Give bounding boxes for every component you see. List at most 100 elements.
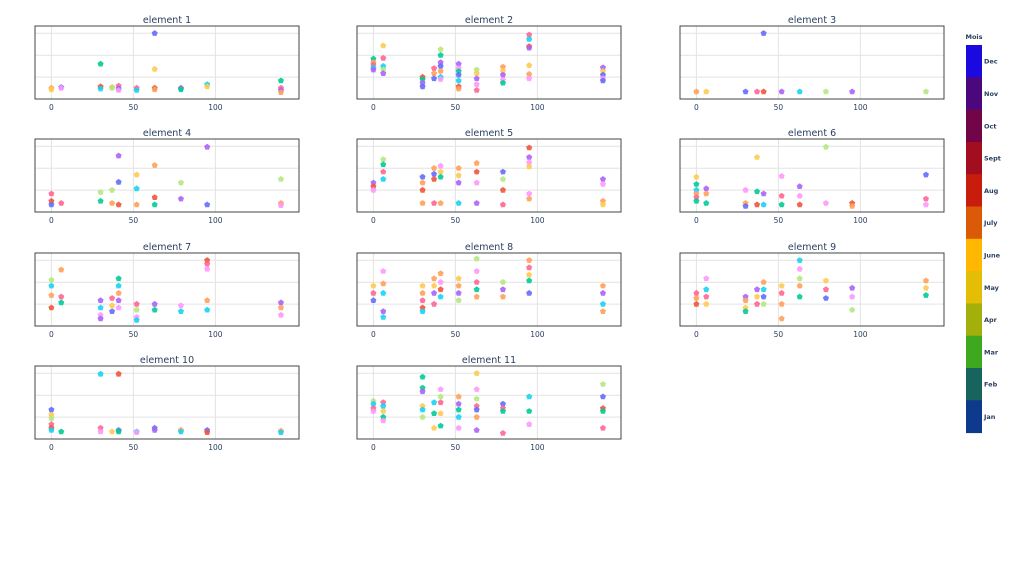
data-point [151, 306, 158, 313]
data-point [822, 200, 829, 206]
data-point [151, 30, 158, 36]
data-point [599, 424, 606, 431]
data-point [151, 201, 158, 208]
data-point [742, 308, 749, 314]
data-point [109, 186, 116, 193]
plot-area [35, 26, 299, 99]
colorbar-label: June [983, 251, 1001, 259]
data-point [437, 76, 444, 82]
x-tick-label: 50 [774, 216, 784, 225]
colorbar-title: Mois [965, 33, 982, 41]
data-point [599, 282, 606, 289]
data-point [455, 275, 462, 282]
data-point [115, 428, 122, 435]
data-point [703, 293, 710, 300]
panel-11: 0 50 100 element 11 [356, 355, 622, 452]
data-point [151, 427, 158, 433]
data-point [778, 88, 785, 95]
plot-area [35, 253, 299, 326]
data-point [703, 88, 710, 95]
data-point [499, 400, 506, 407]
data-point [177, 86, 184, 93]
data-point [693, 173, 700, 180]
x-tick-label: 50 [451, 216, 461, 225]
panel-title: element 5 [465, 128, 513, 139]
data-point [380, 413, 387, 420]
data-point [473, 179, 480, 186]
x-tick-label: 50 [774, 103, 784, 112]
data-point [473, 279, 480, 285]
data-point [693, 194, 700, 200]
data-point [115, 282, 122, 289]
data-point [526, 190, 533, 197]
data-point [277, 429, 284, 435]
data-point [431, 300, 438, 307]
data-point [133, 306, 140, 313]
data-point [177, 308, 184, 314]
data-point [849, 88, 856, 95]
data-point [473, 268, 480, 274]
plot-frame [34, 365, 300, 440]
data-point [97, 304, 104, 311]
x-tick-label: 50 [451, 443, 461, 452]
data-point [455, 282, 462, 289]
data-point [370, 183, 377, 189]
data-point [473, 293, 480, 300]
x-tick-label: 0 [49, 103, 54, 112]
data-point [277, 176, 284, 182]
data-point [599, 393, 606, 400]
data-point [431, 399, 438, 406]
data-point [778, 173, 785, 179]
data-point [109, 295, 116, 301]
data-point [370, 289, 377, 296]
data-point [48, 411, 55, 418]
data-point [499, 286, 506, 293]
data-point [599, 77, 606, 84]
data-point [151, 162, 158, 168]
data-point [599, 197, 606, 204]
data-point [204, 429, 211, 435]
colorbar-label: May [984, 284, 1000, 292]
data-point [473, 75, 480, 82]
data-point [115, 289, 122, 296]
panel-1: 0 50 100 element 1 [34, 15, 300, 112]
data-point [109, 308, 116, 314]
data-point [822, 277, 829, 284]
data-point [204, 306, 211, 313]
data-point [419, 282, 426, 289]
data-point [419, 76, 426, 82]
data-point [822, 88, 829, 95]
data-point [431, 200, 438, 206]
plot-frame [679, 25, 945, 100]
data-point [754, 201, 761, 208]
data-point [796, 183, 803, 189]
data-point [796, 192, 803, 199]
data-point [599, 181, 606, 187]
data-point [693, 289, 700, 296]
data-point [133, 185, 140, 192]
data-point [109, 200, 116, 206]
data-point [473, 87, 480, 93]
data-point [204, 143, 211, 150]
data-point [437, 68, 444, 74]
data-point [97, 297, 104, 303]
data-point [48, 415, 55, 422]
data-point [437, 393, 444, 400]
data-point [204, 260, 211, 267]
data-point [526, 159, 533, 165]
data-point [455, 297, 462, 303]
x-tick-label: 100 [530, 443, 545, 452]
data-point [599, 300, 606, 307]
data-point [599, 308, 606, 314]
data-point [499, 71, 506, 78]
colorbar-segment-jan [966, 400, 982, 434]
data-point [455, 60, 462, 67]
data-point [204, 297, 211, 303]
x-tick-label: 50 [451, 103, 461, 112]
colorbar-label: July [983, 219, 998, 227]
data-point [419, 79, 426, 86]
data-point [380, 176, 387, 182]
data-point [419, 179, 426, 186]
x-tick-label: 0 [694, 216, 699, 225]
data-point [109, 428, 116, 435]
